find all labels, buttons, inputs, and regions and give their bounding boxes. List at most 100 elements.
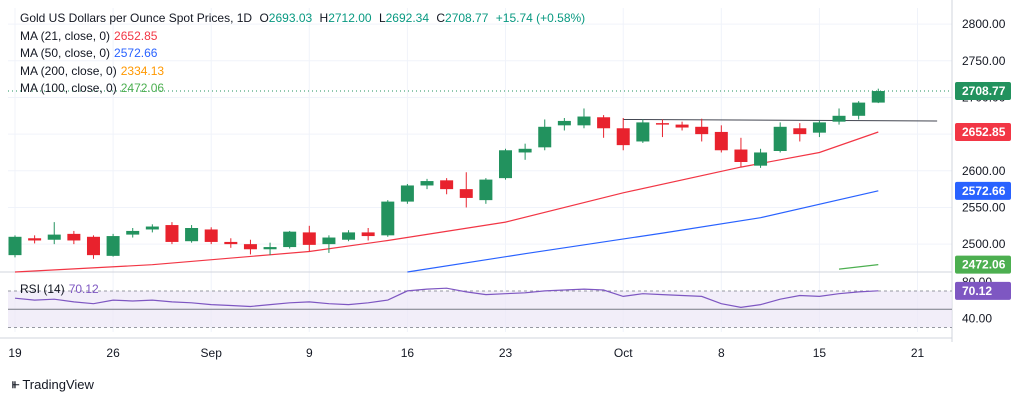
rsi-tick-label: 40.00 (962, 311, 992, 325)
candle-up (126, 228, 140, 238)
candle-up (538, 119, 552, 151)
candle-body (342, 232, 356, 240)
candle-body (557, 120, 571, 126)
time-tick-label: 15 (813, 346, 827, 360)
candle-body (8, 236, 22, 256)
candle-up (342, 230, 356, 242)
candle-up (8, 235, 22, 258)
legend-ma100[interactable]: MA (100, close, 0) 2472.06 (20, 80, 589, 98)
candle-body (400, 185, 414, 202)
price-label-badge: 2572.66 (955, 181, 1011, 200)
candle-body (126, 230, 140, 235)
time-tick-label: Oct (614, 346, 633, 360)
low-label: L (378, 11, 386, 25)
candle-up (420, 178, 434, 190)
time-tick-label: 23 (499, 346, 513, 360)
candle-up (871, 88, 885, 104)
candle-up (518, 143, 532, 160)
candle-down (675, 121, 689, 131)
candle-body (106, 236, 120, 256)
candle-body (793, 128, 807, 135)
candle-body (655, 123, 669, 125)
candle-down (361, 228, 375, 241)
price-badge-bg (955, 181, 1011, 200)
price-badge-bg (955, 82, 1011, 101)
candle-body (695, 126, 709, 135)
candle-down (695, 118, 709, 142)
candle-body (714, 131, 728, 151)
candle-down (616, 118, 630, 151)
candle-body (871, 91, 885, 103)
candle-down (224, 238, 238, 248)
price-axis: 2800.002750.002700.002650.002600.002550.… (955, 17, 1011, 325)
price-tick-label: 2500.00 (962, 237, 1006, 251)
legend-ma21[interactable]: MA (21, close, 0) 2652.85 (20, 28, 589, 46)
legend-ma200[interactable]: MA (200, close, 0) 2334.13 (20, 63, 589, 81)
candle-body (499, 150, 512, 179)
candle-up (852, 101, 866, 120)
candle-up (145, 224, 159, 233)
candle-body (636, 122, 650, 142)
ma50-label: MA (50, close, 0) (20, 46, 111, 60)
candle-down (714, 125, 728, 153)
high-label: H (319, 11, 329, 25)
candle-body (479, 179, 493, 201)
candle-body (616, 128, 630, 146)
time-tick-label: 26 (106, 346, 120, 360)
ma50-line (407, 190, 879, 273)
candle-body (86, 236, 100, 256)
legend-ohlc-row: Gold US Dollars per Ounce Spot Prices, 1… (20, 10, 589, 28)
tradingview-brand[interactable]: ⫦ TradingView (12, 376, 94, 392)
candle-body (302, 232, 316, 245)
candle-down (302, 225, 316, 252)
candle-body (283, 231, 297, 248)
time-tick-label: 9 (306, 346, 313, 360)
candle-down (734, 137, 748, 168)
close-label: C (436, 11, 446, 25)
candle-down (165, 222, 179, 245)
legend-ma50[interactable]: MA (50, close, 0) 2572.66 (20, 45, 589, 63)
open-label: O (259, 11, 269, 25)
low-value: 2692.34 (385, 11, 430, 25)
candle-up (636, 119, 650, 143)
time-axis: 19 26 Sep 9 16 23 Oct 8 15 21 (0, 337, 952, 360)
candle-up (577, 108, 591, 129)
candle-body (361, 232, 375, 237)
chart-legend: Gold US Dollars per Ounce Spot Prices, 1… (20, 10, 589, 98)
rsi-badge-text: 70.12 (962, 284, 992, 298)
price-label-badge: 2708.77 (955, 82, 1011, 101)
price-badge-text: 2652.85 (962, 125, 1006, 139)
candle-body (538, 126, 552, 148)
rsi-legend[interactable]: RSI (14) 70.12 (20, 282, 99, 296)
rsi-badge-bg (955, 281, 1011, 300)
candlestick-series (8, 88, 885, 259)
candle-body (165, 225, 179, 242)
price-badge-text: 2572.66 (962, 184, 1006, 198)
rsi-line (14, 287, 879, 309)
candle-down (597, 115, 611, 138)
moving-average-lines (14, 118, 938, 273)
candle-body (420, 181, 434, 186)
candle-down (440, 178, 454, 195)
open-value: 2693.03 (268, 11, 313, 25)
candle-body (577, 116, 591, 126)
candle-body (773, 126, 787, 151)
price-badge-bg (955, 123, 1011, 142)
candle-up (773, 122, 787, 153)
resistance-trendline (623, 118, 938, 122)
candle-down (204, 227, 218, 245)
candle-body (812, 122, 826, 133)
candle-up (557, 118, 571, 131)
brand-name: TradingView (22, 376, 94, 392)
candle-body (852, 102, 866, 116)
change-value: +15.74 (+0.58%) (495, 11, 586, 25)
candle-down (67, 230, 81, 245)
price-label-badge: 2652.85 (955, 123, 1011, 142)
candle-up (381, 200, 395, 237)
candle-up (754, 148, 768, 168)
price-badge-text: 2472.06 (962, 258, 1006, 272)
ma21-line (14, 131, 879, 273)
legend-title: Gold US Dollars per Ounce Spot Prices, 1… (20, 11, 253, 25)
time-tick-label: 21 (911, 346, 925, 360)
